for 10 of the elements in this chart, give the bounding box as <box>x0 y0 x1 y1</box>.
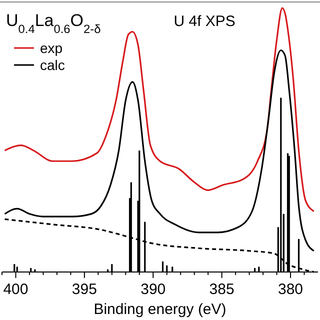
annotation: U 4f XPS <box>174 13 236 30</box>
x-axis-title: Binding energy (eV) <box>94 301 226 318</box>
x-tick-label: 385 <box>209 281 234 298</box>
x-tick-label: 380 <box>278 281 304 298</box>
x-tick-label: 390 <box>140 281 166 298</box>
x-tick-label: 395 <box>72 281 97 298</box>
legend-label: calc <box>40 57 65 73</box>
chart-title: U$_{0.4}$La$_{0.6}$O$_{2-δ}$ <box>6 11 102 36</box>
legend-label: exp <box>40 40 63 56</box>
x-tick-label: 400 <box>3 281 28 298</box>
